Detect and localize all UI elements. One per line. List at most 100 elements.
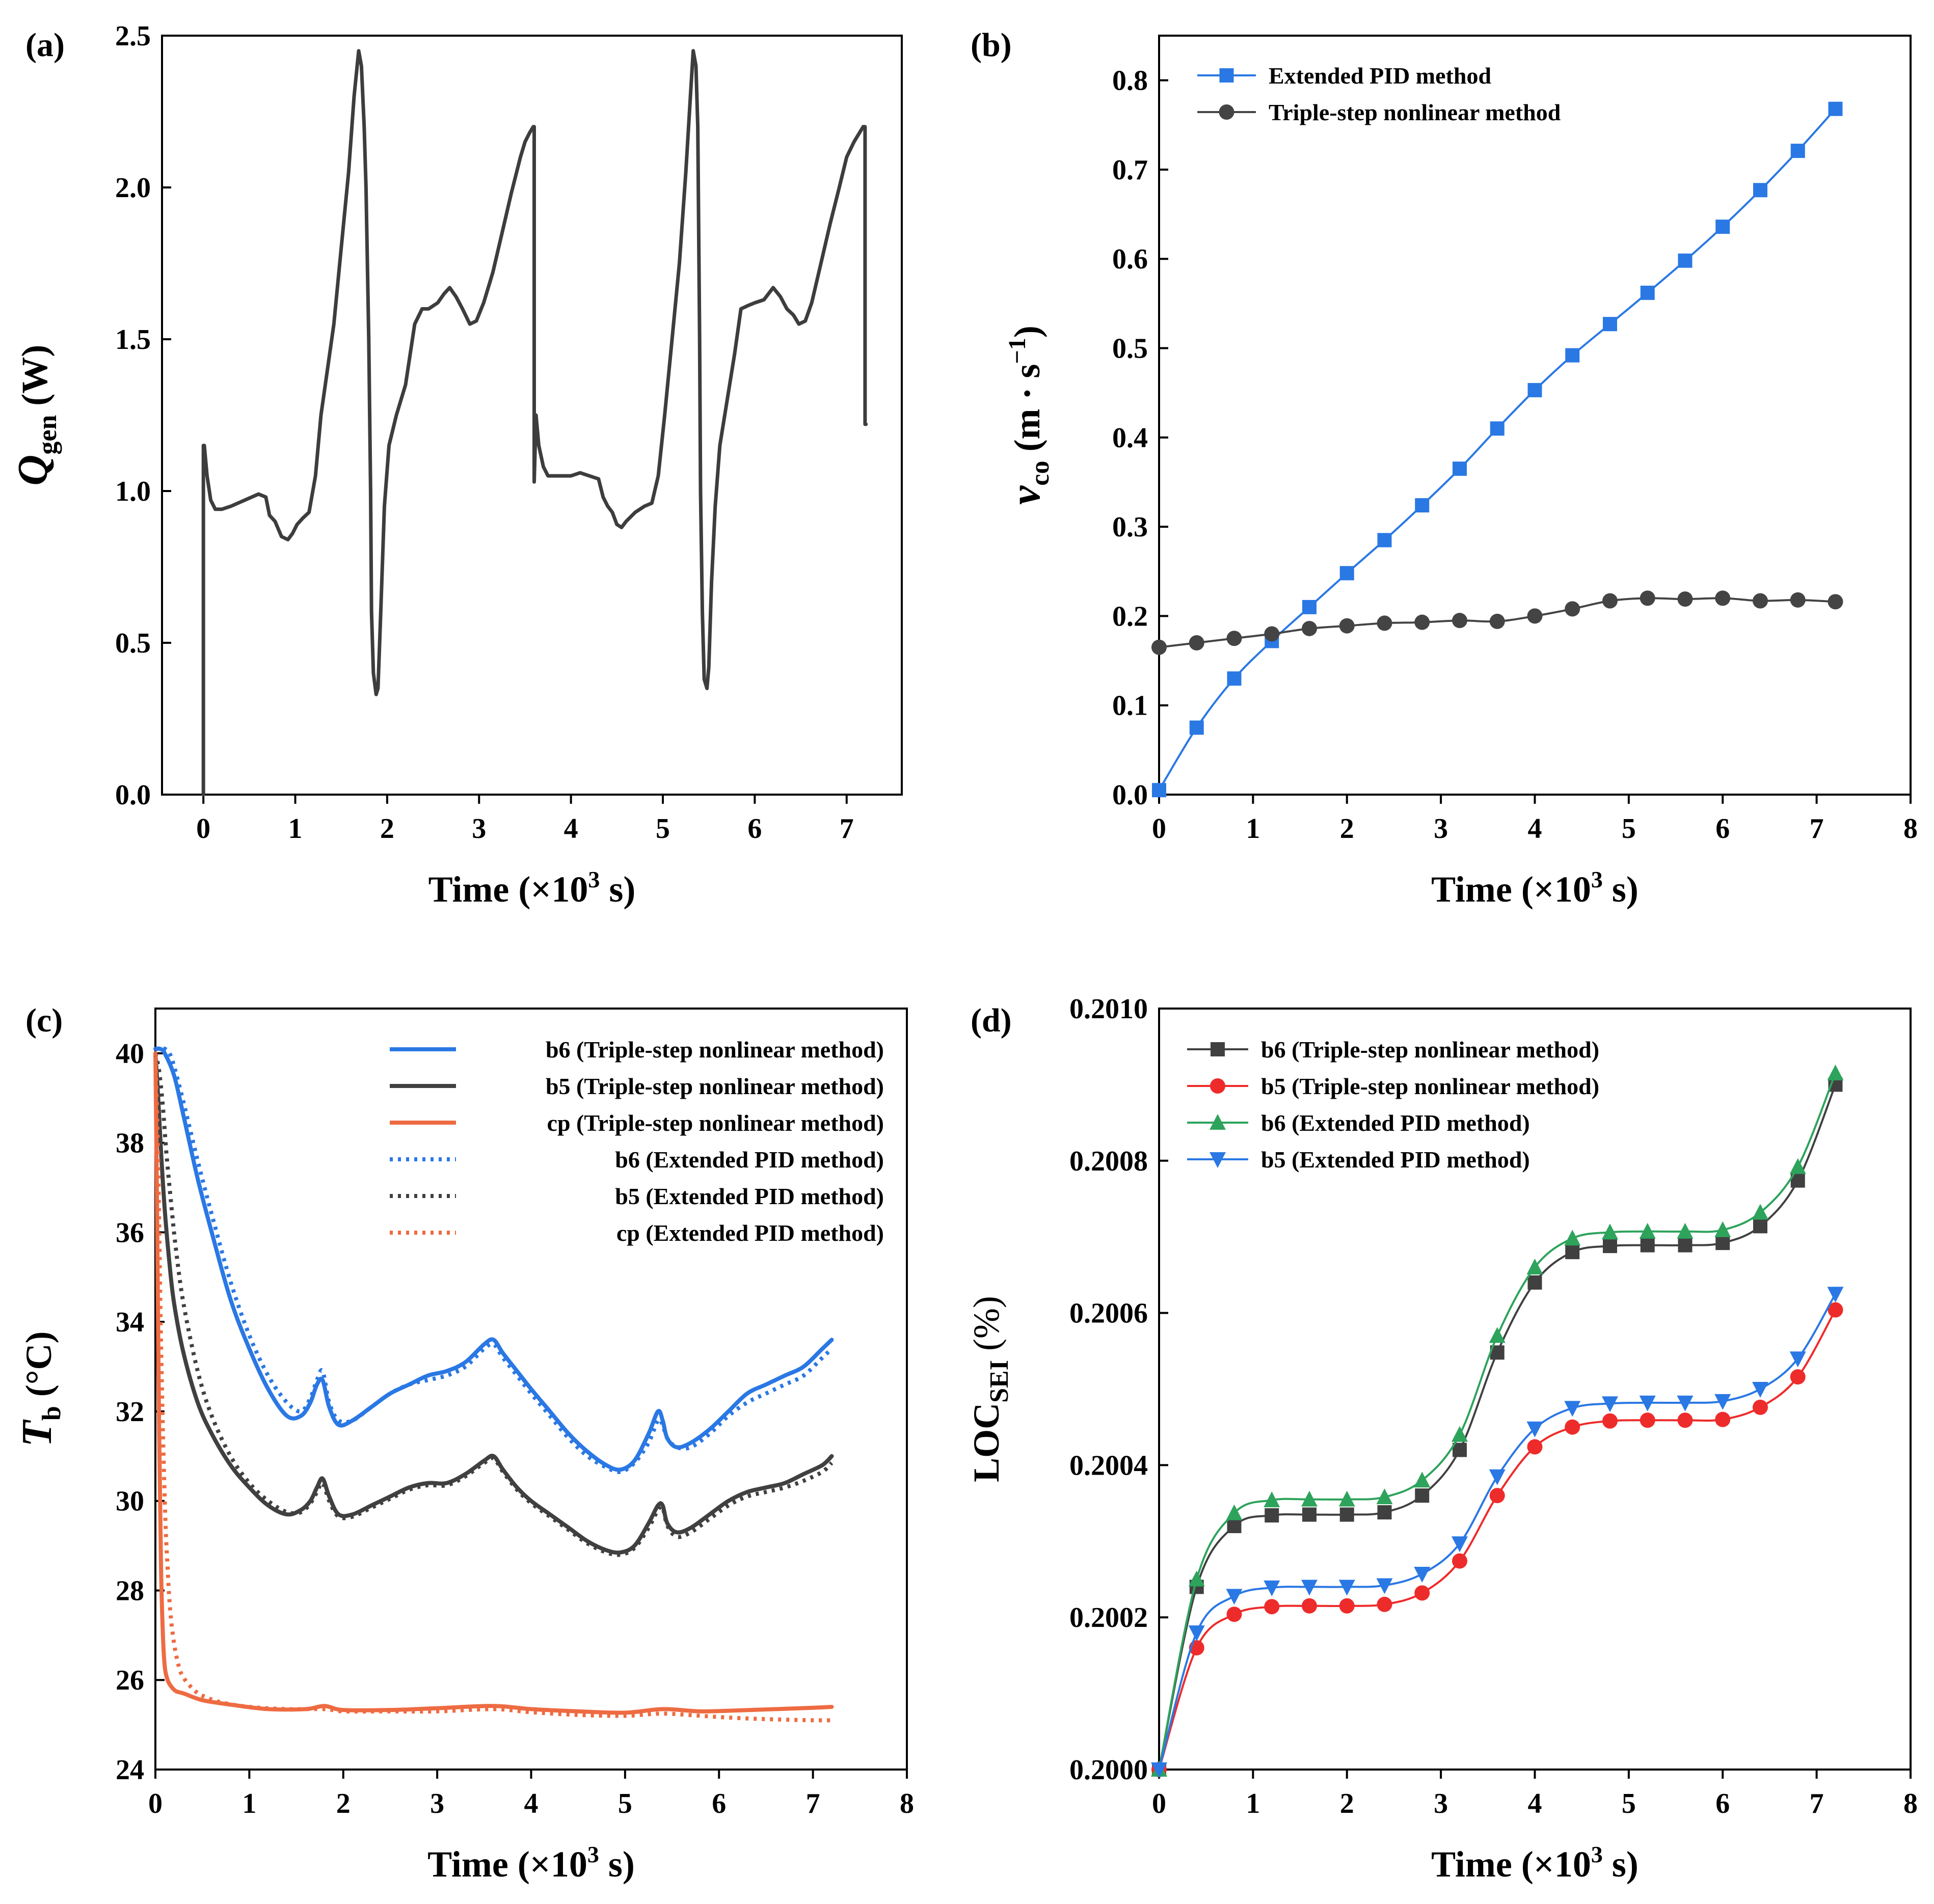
marker-square-1-0-15 <box>1715 220 1730 234</box>
marker-square-1-0-8 <box>1453 461 1467 476</box>
marker-square-1-0-16 <box>1753 183 1767 198</box>
y-tick-label-6: 0.6 <box>1112 243 1148 275</box>
marker-square-3-0-11 <box>1565 1245 1580 1260</box>
marker-triangle-down-3-3-1 <box>1188 1625 1205 1642</box>
series-2-1 <box>153 1051 834 1555</box>
y-tick-label-0: 0.0 <box>115 779 151 811</box>
series-2-5 <box>153 1053 832 1723</box>
y-tick-label-2: 0.2004 <box>1069 1450 1148 1481</box>
marker-circle-3-1-9 <box>1489 1488 1505 1504</box>
series-2-3 <box>155 1046 834 1474</box>
marker-square-3-0-12 <box>1603 1239 1617 1254</box>
marker-circle-3-1-17 <box>1790 1369 1806 1385</box>
marker-square-1-0-18 <box>1828 101 1843 116</box>
y-tick-label-4: 0.4 <box>1112 422 1148 454</box>
panel-label: (c) <box>25 1002 63 1039</box>
marker-circle-1-1-14 <box>1677 591 1693 607</box>
marker-triangle-down-3-3-3 <box>1264 1580 1280 1596</box>
marker-circle-1-1-0 <box>1151 639 1167 655</box>
legend-label-2: cp (Triple-step nonlinear method) <box>547 1110 884 1136</box>
plot-frame <box>161 35 903 796</box>
y-tick-label-4: 0.2008 <box>1069 1146 1148 1177</box>
y-axis-title: LOCSEI (%) <box>966 1296 1014 1482</box>
marker-square-3-0-16 <box>1753 1219 1767 1234</box>
x-tick-label-5: 5 <box>618 1788 632 1819</box>
x-tick-label-3: 3 <box>1434 813 1448 845</box>
x-tick-label-4: 4 <box>564 813 578 845</box>
y-tick-label-3: 1.5 <box>115 324 151 356</box>
x-tick-label-4: 4 <box>524 1788 539 1819</box>
marker-square-1-0-legend <box>1219 68 1234 83</box>
marker-triangle-down-3-3-2 <box>1226 1589 1243 1605</box>
marker-square-3-0-4 <box>1302 1507 1317 1522</box>
series-1-0 <box>1152 101 1843 798</box>
legend-label-4: b5 (Extended PID method) <box>615 1183 884 1209</box>
series-line-2-3 <box>155 1046 834 1474</box>
marker-circle-1-1-18 <box>1828 594 1843 610</box>
legend-label-3: b6 (Extended PID method) <box>615 1147 884 1173</box>
x-axis-title: Time (×103 s) <box>427 1841 635 1885</box>
x-tick-label-3: 3 <box>1434 1788 1448 1819</box>
x-tick-label-4: 4 <box>1528 1788 1542 1819</box>
marker-triangle-down-3-3-legend <box>1210 1152 1226 1168</box>
legend-label-1: b5 (Triple-step nonlinear method) <box>1261 1073 1599 1099</box>
y-tick-label-5: 0.5 <box>1112 333 1148 365</box>
y-tick-label-8: 40 <box>116 1038 144 1070</box>
marker-circle-1-1-5 <box>1339 618 1355 634</box>
marker-triangle-up-3-2-16 <box>1752 1204 1768 1220</box>
marker-square-3-0-10 <box>1527 1275 1542 1290</box>
x-tick-label-3: 3 <box>430 1788 444 1819</box>
marker-triangle-down-3-3-10 <box>1526 1421 1543 1437</box>
marker-circle-1-1-8 <box>1452 613 1467 629</box>
y-tick-label-3: 30 <box>116 1486 144 1517</box>
series-1-1 <box>1151 590 1843 655</box>
marker-triangle-up-3-2-8 <box>1452 1426 1468 1442</box>
x-tick-label-2: 2 <box>336 1788 351 1819</box>
marker-triangle-down-3-3-0 <box>1151 1762 1167 1778</box>
marker-triangle-down-3-3-12 <box>1602 1396 1618 1412</box>
marker-triangle-down-3-3-5 <box>1338 1580 1355 1596</box>
marker-triangle-up-3-2-12 <box>1602 1223 1618 1240</box>
marker-square-1-0-0 <box>1152 783 1166 798</box>
chart-panel-3: (d) 0 1 2 3 4 5 6 7 8 0.2000 0.2002 0.2004 0.2006 0.20… <box>966 993 1918 1885</box>
x-tick-label-6: 6 <box>1715 813 1730 845</box>
marker-circle-1-1-2 <box>1226 631 1242 646</box>
marker-circle-1-1-9 <box>1489 613 1505 629</box>
x-tick-label-2: 2 <box>1340 1788 1354 1819</box>
marker-triangle-up-3-2-3 <box>1264 1491 1280 1508</box>
marker-circle-1-1-15 <box>1715 590 1731 606</box>
marker-square-1-0-2 <box>1227 671 1242 686</box>
y-tick-label-5: 0.2010 <box>1069 993 1148 1025</box>
legend-label-5: cp (Extended PID method) <box>616 1220 884 1246</box>
chart-panel-1: (b) 0 1 2 3 4 5 6 7 8 0.0 0.1 0.2 0.3 0.4 0.5 0.6 0.7 0.8 T… <box>971 26 1918 910</box>
x-tick-label-7: 7 <box>1810 1788 1824 1819</box>
panel-label: (d) <box>971 1002 1012 1039</box>
marker-triangle-up-3-2-1 <box>1188 1570 1205 1587</box>
y-axis-title: Qgen (W) <box>9 345 62 486</box>
marker-square-1-0-12 <box>1603 317 1617 332</box>
marker-triangle-down-3-3-13 <box>1639 1395 1656 1411</box>
marker-circle-3-1-11 <box>1565 1419 1580 1435</box>
marker-circle-3-1-13 <box>1640 1412 1655 1428</box>
marker-square-1-0-7 <box>1415 498 1430 513</box>
marker-triangle-down-3-3-16 <box>1752 1382 1768 1398</box>
marker-circle-3-1-2 <box>1226 1607 1242 1622</box>
marker-circle-3-1-7 <box>1414 1585 1430 1601</box>
x-tick-label-8: 8 <box>1903 1788 1918 1819</box>
x-tick-label-5: 5 <box>656 813 670 845</box>
marker-triangle-down-3-3-4 <box>1301 1580 1318 1596</box>
chart-panel-0: (a) 0 1 2 3 4 5 6 7 0.0 0.5 1.0 1.5 2.0 2.5 Time (×103 … <box>9 20 903 910</box>
series-0-0 <box>201 49 868 797</box>
y-tick-label-4: 32 <box>116 1396 144 1428</box>
legend: b6 (Triple-step nonlinear method) b5 (Tri… <box>1187 1037 1599 1173</box>
series-line-2-2 <box>153 1051 834 1715</box>
legend: b6 (Triple-step nonlinear method) b5 (Tri… <box>390 1037 884 1246</box>
marker-circle-1-1-legend <box>1219 104 1234 120</box>
marker-triangle-up-3-2-10 <box>1526 1258 1543 1274</box>
panel-label: (a) <box>25 26 65 64</box>
marker-triangle-down-3-3-17 <box>1789 1351 1806 1368</box>
series-line-2-1 <box>153 1051 834 1555</box>
marker-circle-1-1-6 <box>1377 615 1392 631</box>
marker-circle-3-1-15 <box>1715 1411 1731 1427</box>
